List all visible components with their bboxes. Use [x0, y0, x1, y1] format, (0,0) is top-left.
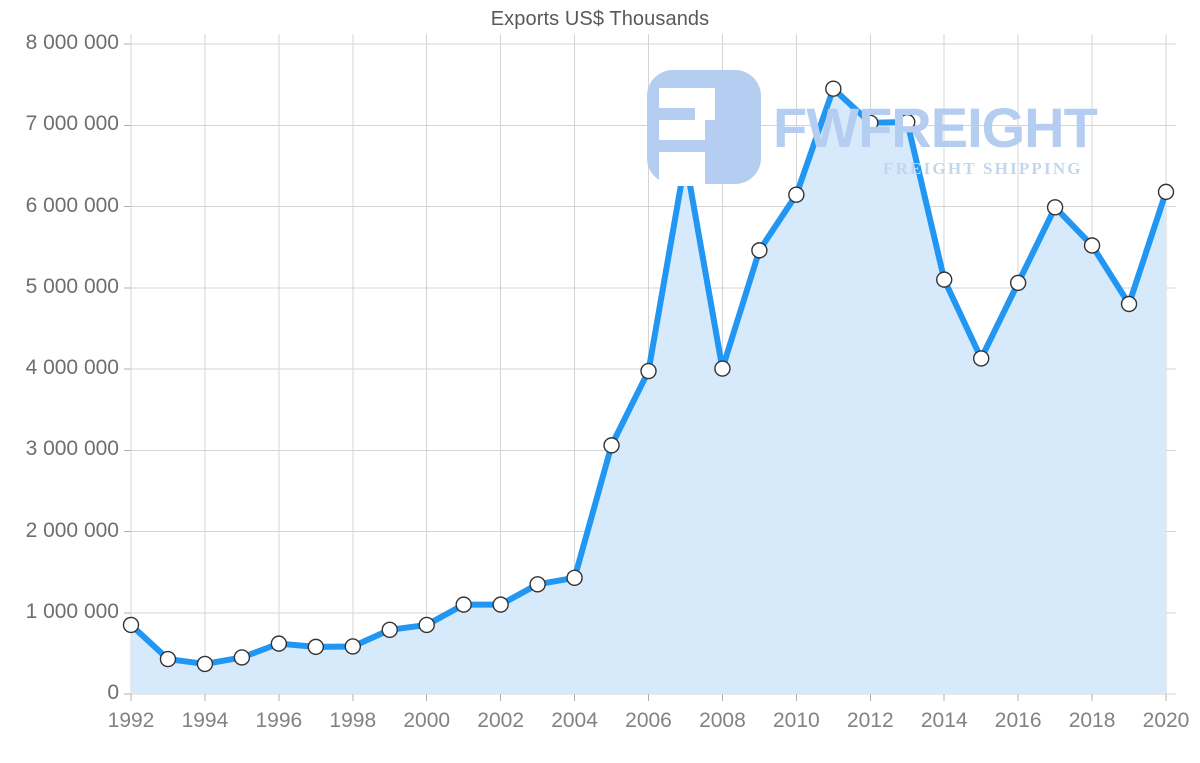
data-point-marker[interactable] — [972, 350, 990, 367]
y-axis-tick-label: 1 000 000 — [25, 599, 119, 623]
data-point-marker[interactable] — [566, 569, 583, 587]
y-axis-tick-label: 5 000 000 — [25, 274, 119, 298]
x-axis-tick-label: 2010 — [772, 709, 820, 732]
data-point-marker[interactable] — [640, 362, 657, 380]
data-point-marker[interactable] — [492, 596, 509, 613]
data-point-marker[interactable] — [899, 113, 916, 131]
data-markers — [122, 80, 1175, 673]
y-axis-tick-label: 8 000 000 — [25, 31, 119, 54]
y-axis-tick-label: 7 000 000 — [25, 112, 119, 136]
data-point-marker[interactable] — [381, 621, 398, 639]
data-point-marker[interactable] — [307, 638, 325, 656]
data-point-marker[interactable] — [270, 635, 288, 652]
data-point-marker[interactable] — [825, 80, 842, 97]
data-point-marker[interactable] — [455, 596, 472, 613]
x-axis-tick-label: 1994 — [181, 709, 229, 732]
chart-title: Exports US$ Thousands — [490, 8, 710, 30]
x-axis-tick-label: 2020 — [1142, 709, 1190, 732]
y-axis-tick-label: 3 000 000 — [25, 437, 119, 461]
x-axis-tick-label: 1992 — [107, 709, 155, 732]
x-axis-tick-label: 2014 — [920, 709, 968, 732]
area-fill — [131, 88, 1166, 694]
data-point-marker[interactable] — [1157, 183, 1175, 201]
x-axis-tick-label: 2002 — [477, 709, 524, 732]
area-fill-path — [131, 88, 1166, 694]
data-point-marker[interactable] — [196, 655, 214, 673]
x-axis-tick-label: 2016 — [994, 709, 1042, 732]
data-point-marker[interactable] — [529, 576, 546, 593]
x-axis-tick-label: 1996 — [255, 709, 303, 732]
y-axis-tick-label: 6 000 000 — [25, 193, 119, 217]
data-point-marker[interactable] — [603, 437, 620, 454]
data-point-marker[interactable] — [751, 242, 768, 259]
data-point-marker[interactable] — [122, 616, 140, 634]
data-point-marker[interactable] — [418, 616, 435, 634]
data-point-marker[interactable] — [936, 271, 953, 288]
y-axis-tick-label: 4 000 000 — [25, 356, 119, 379]
x-axis-tick-label: 2008 — [699, 709, 746, 732]
data-point-marker[interactable] — [714, 360, 731, 377]
x-axis-tick-label: 2018 — [1068, 709, 1116, 732]
data-point-marker[interactable] — [677, 151, 694, 168]
data-point-marker[interactable] — [862, 114, 879, 132]
x-axis-tick-label: 2006 — [625, 709, 672, 732]
data-point-marker[interactable] — [1046, 199, 1064, 216]
data-point-marker[interactable] — [788, 186, 805, 203]
data-point-marker[interactable] — [1083, 237, 1101, 254]
x-axis-tick-label: 2004 — [551, 709, 598, 732]
data-point-marker[interactable] — [344, 638, 361, 655]
x-axis-tick-label: 1998 — [329, 709, 377, 732]
data-point-marker[interactable] — [1009, 274, 1027, 292]
x-axis-tick-label: 2000 — [403, 709, 451, 732]
data-point-marker[interactable] — [233, 649, 251, 666]
x-axis-tick-label: 2012 — [846, 709, 894, 732]
y-axis-tick-label: 0 — [107, 681, 119, 704]
data-point-marker[interactable] — [159, 650, 177, 668]
data-point-marker[interactable] — [1120, 295, 1138, 313]
y-axis-tick-label: 2 000 000 — [25, 518, 119, 542]
